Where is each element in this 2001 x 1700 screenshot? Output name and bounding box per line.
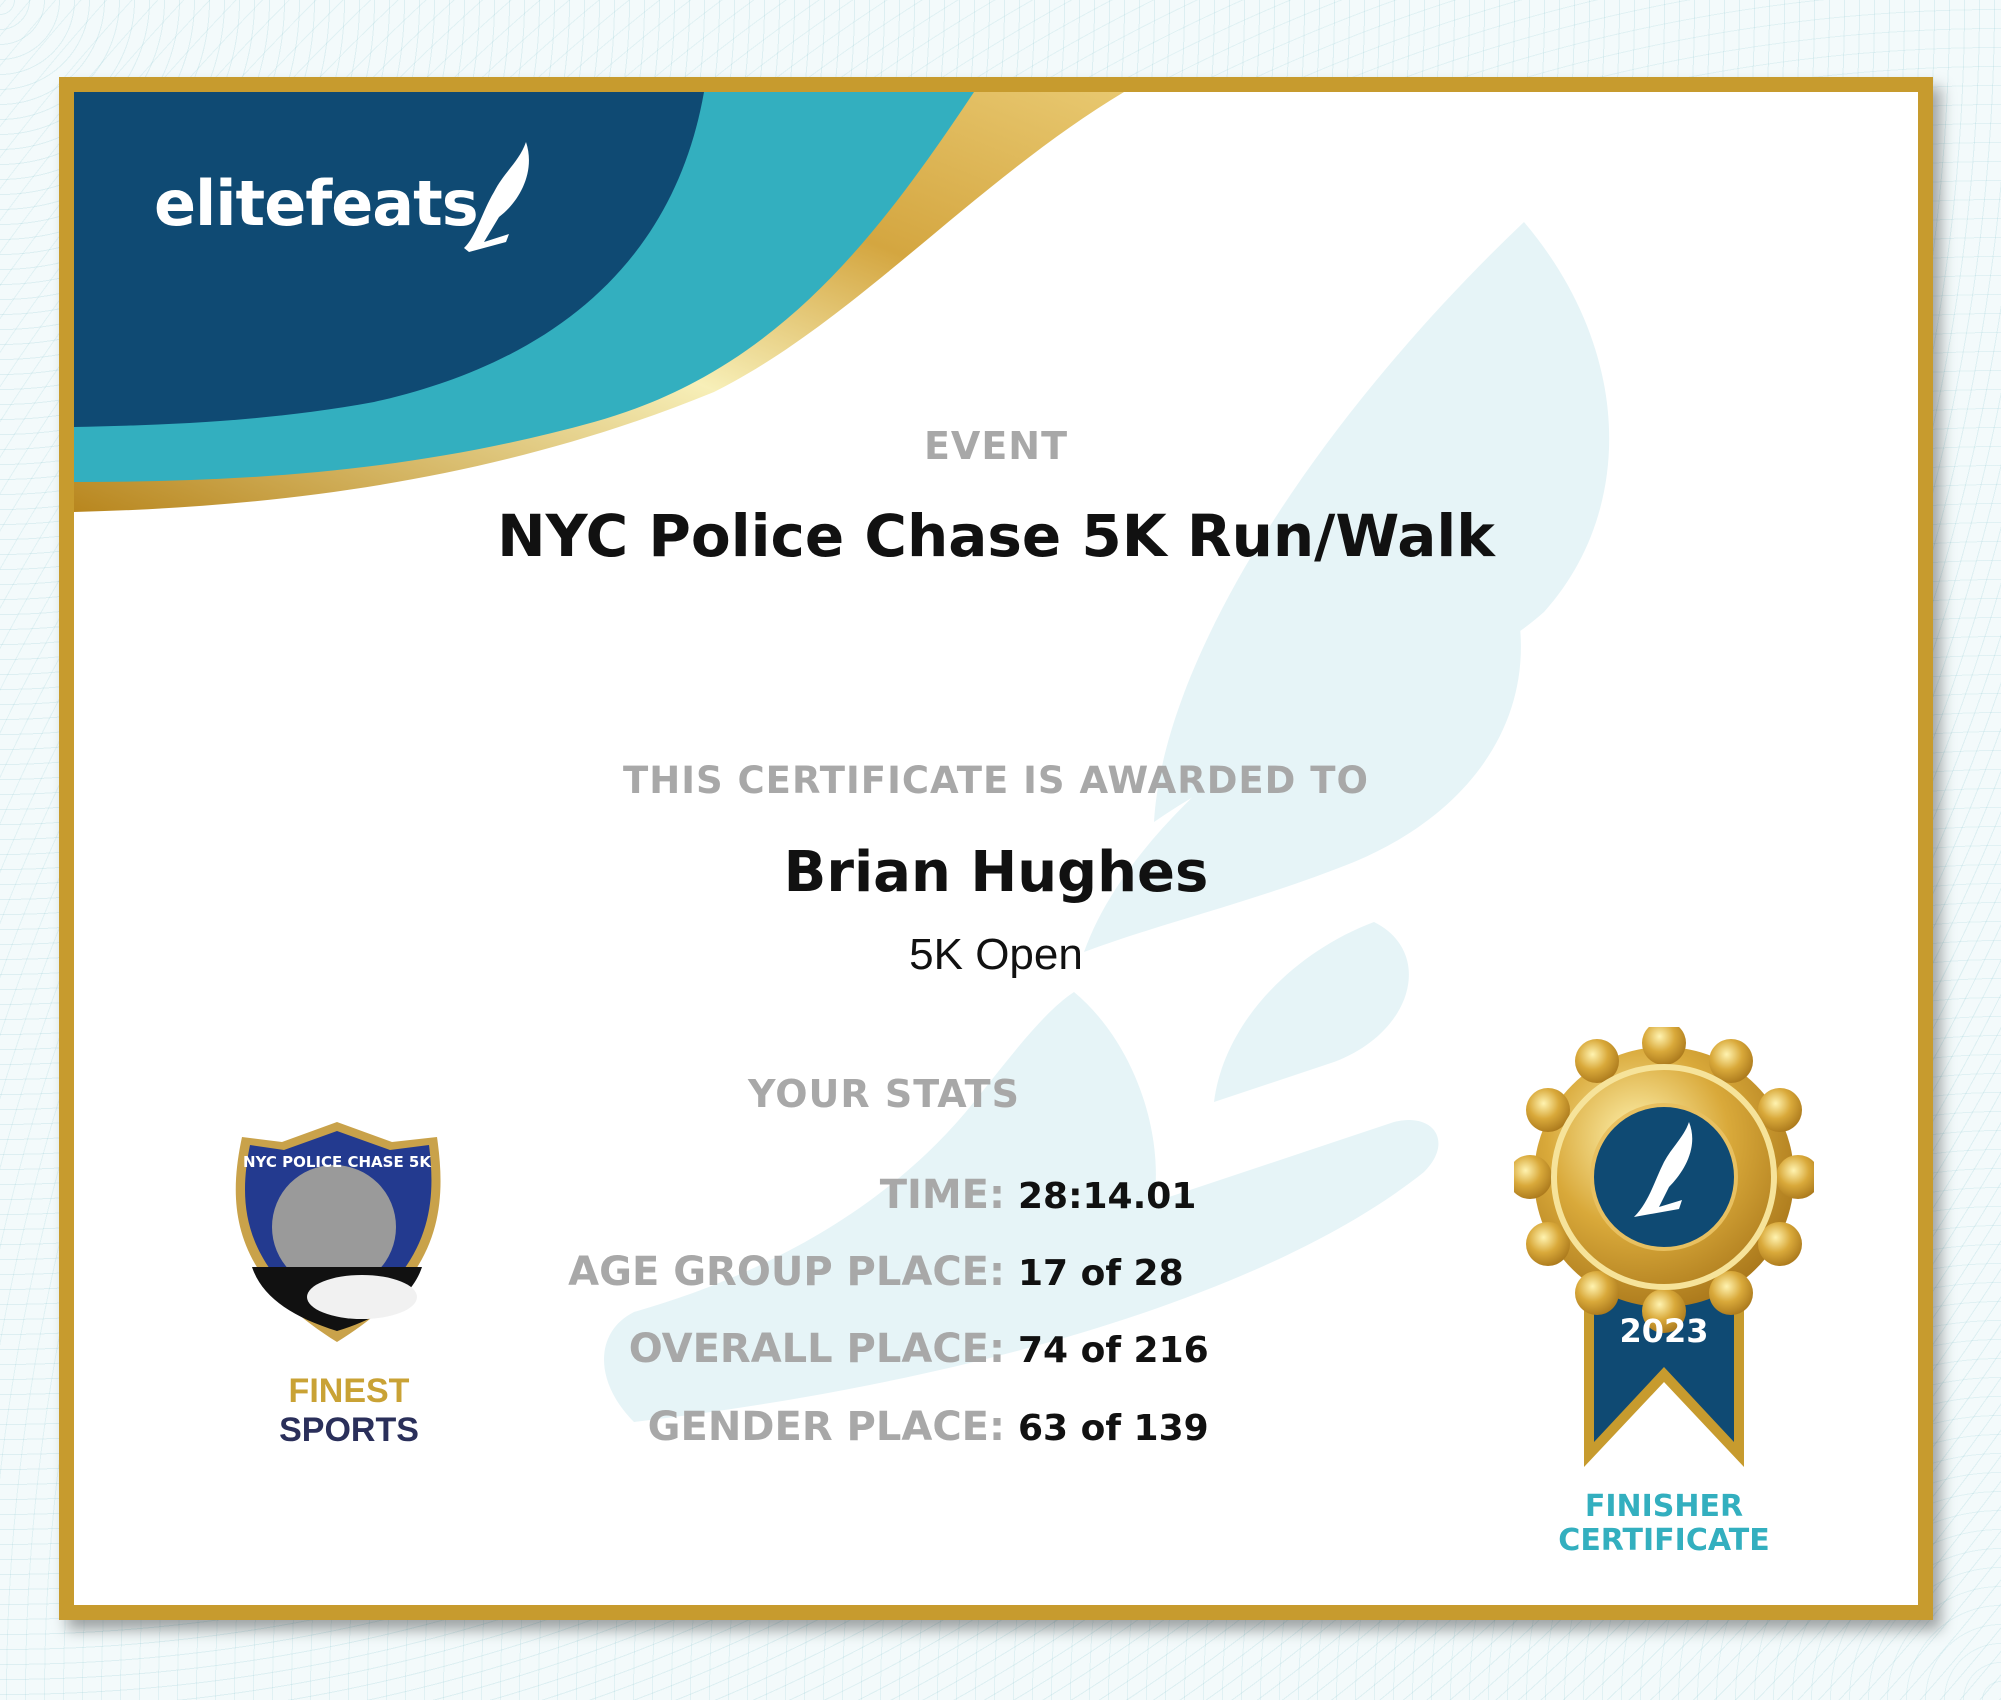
stat-value: 28:14.01: [1018, 1176, 1197, 1217]
winged-shoe-watermark: [604, 222, 1610, 1422]
sponsor-name-part2: SPORTS: [279, 1411, 419, 1449]
medal-scallops: [1514, 1027, 1814, 1333]
nyc-police-chase-badge-logo: NYC POLICE CHASE 5K: [235, 1122, 441, 1342]
awarded-to-label: THIS CERTIFICATE IS AWARDED TO: [623, 759, 1369, 802]
sponsor-name-part1: FINEST: [288, 1372, 410, 1410]
stat-label: GENDER PLACE:: [647, 1404, 1005, 1450]
stat-row-gender-place: GENDER PLACE: 63 of 139: [74, 1404, 1918, 1454]
event-label: EVENT: [923, 424, 1069, 468]
finisher-caption: FINISHER CERTIFICATE: [1514, 1490, 1814, 1558]
stats-heading: YOUR STATS: [748, 1072, 1020, 1116]
event-name: NYC Police Chase 5K Run/Walk: [497, 502, 1495, 570]
caption-line1: FINISHER: [1584, 1489, 1744, 1524]
medal-year: 2023: [1619, 1312, 1708, 1350]
recipient-name: Brian Hughes: [783, 840, 1209, 905]
stat-value: 74 of 216: [1018, 1330, 1209, 1371]
stat-label: TIME:: [879, 1172, 1005, 1218]
stat-label: AGE GROUP PLACE:: [568, 1249, 1005, 1295]
badge-text: NYC POLICE CHASE 5K: [243, 1153, 432, 1171]
stat-row-age-group-place: AGE GROUP PLACE: 17 of 28: [74, 1249, 1918, 1299]
stat-value: 63 of 139: [1018, 1408, 1209, 1449]
stat-row-overall-place: OVERALL PLACE: 74 of 216: [74, 1326, 1918, 1376]
finisher-medal: 2023: [1514, 1027, 1814, 1467]
winged-shoe-logo-icon: [464, 142, 529, 252]
stat-row-time: TIME: 28:14.01: [74, 1172, 1918, 1222]
division: 5K Open: [909, 930, 1083, 979]
elitefeats-logo: elitefeats: [154, 167, 479, 240]
finest-sports-logo: FINEST SPORTS: [214, 1372, 484, 1450]
certificate: elitefeats EVENT NYC Police Chase 5K Run…: [59, 77, 1933, 1620]
winged-shoe-icon: [1634, 1122, 1693, 1217]
stat-value: 17 of 28: [1018, 1253, 1184, 1294]
stat-label: OVERALL PLACE:: [628, 1326, 1005, 1372]
header-swoosh: [74, 92, 1124, 512]
caption-line2: CERTIFICATE: [1558, 1523, 1770, 1558]
